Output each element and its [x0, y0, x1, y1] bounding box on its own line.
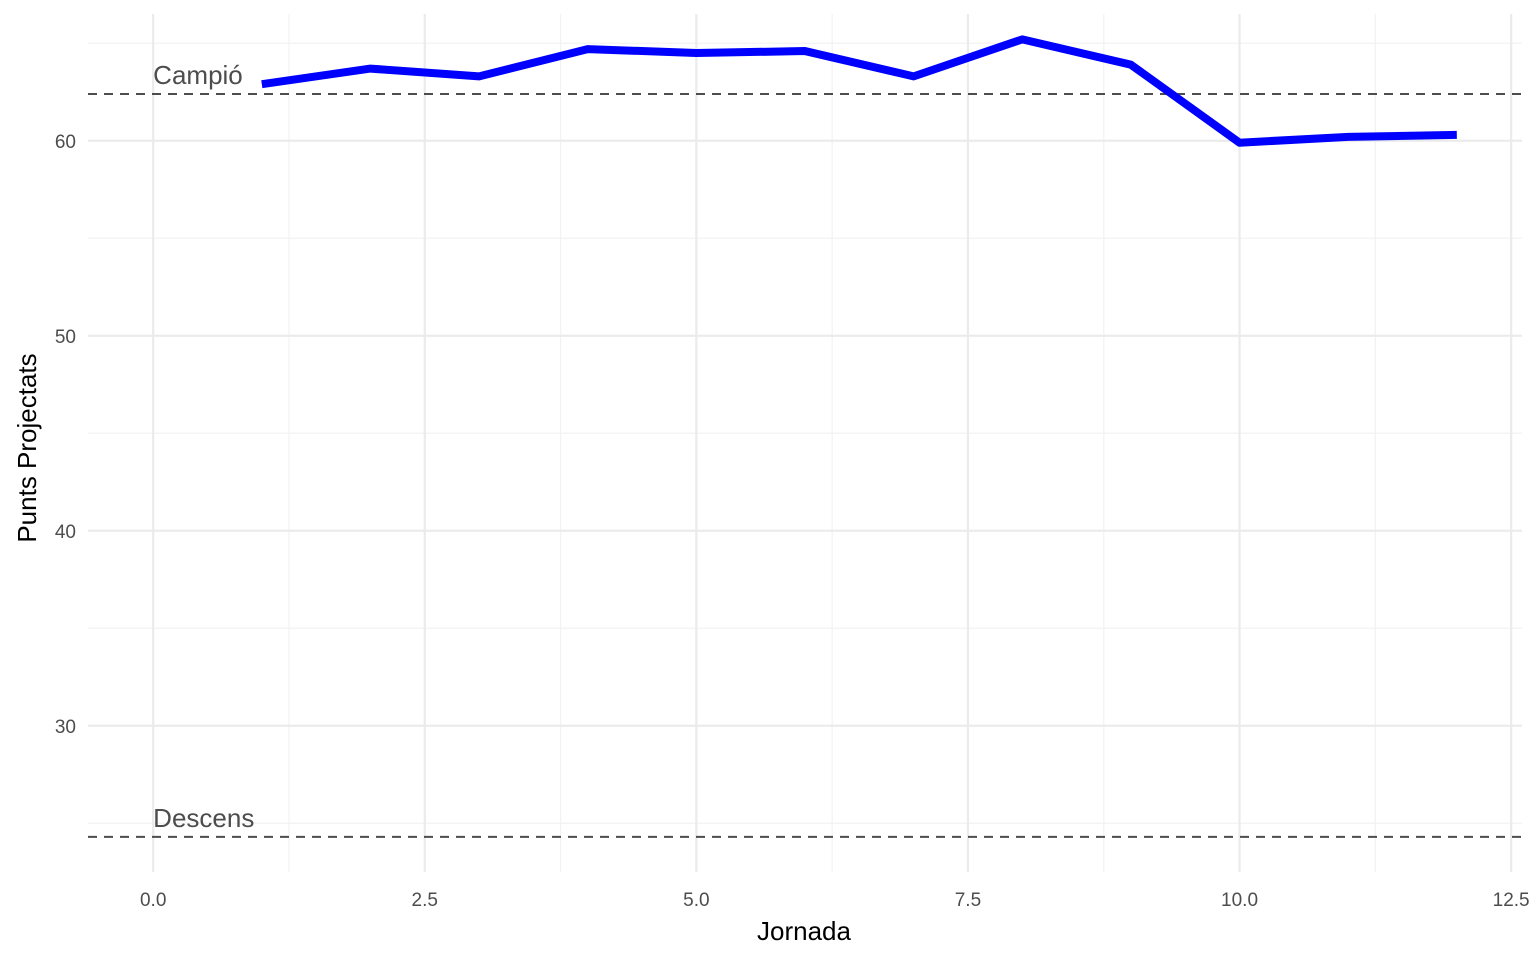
reference-labels: Campió Descens [153, 60, 254, 833]
y-axis-title: Punts Projectats [12, 353, 42, 542]
y-tick-label: 30 [55, 717, 76, 738]
x-axis-tick-labels: 0.0 2.5 5.0 7.5 10.0 12.5 [140, 890, 1530, 911]
x-tick-label: 2.5 [412, 890, 438, 911]
minor-gridlines-x [288, 14, 1376, 872]
y-tick-label: 60 [55, 132, 76, 153]
y-tick-label: 50 [55, 327, 76, 348]
series-line [261, 35, 1457, 147]
minor-gridlines-y [88, 42, 1522, 824]
reference-label: Campió [153, 60, 243, 90]
series-layer [261, 35, 1457, 147]
x-tick-label: 10.0 [1221, 890, 1258, 911]
major-gridlines-x [152, 14, 1513, 872]
x-tick-label: 12.5 [1493, 890, 1530, 911]
x-tick-label: 0.0 [140, 890, 166, 911]
reference-label: Descens [153, 803, 254, 833]
y-tick-label: 40 [55, 522, 76, 543]
x-tick-label: 5.0 [683, 890, 709, 911]
y-axis-tick-labels: 30 40 50 60 [55, 132, 76, 738]
x-axis-title: Jornada [757, 916, 851, 946]
x-tick-label: 7.5 [955, 890, 981, 911]
